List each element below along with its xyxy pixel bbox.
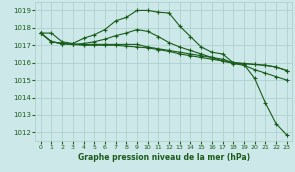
X-axis label: Graphe pression niveau de la mer (hPa): Graphe pression niveau de la mer (hPa) <box>78 153 250 162</box>
